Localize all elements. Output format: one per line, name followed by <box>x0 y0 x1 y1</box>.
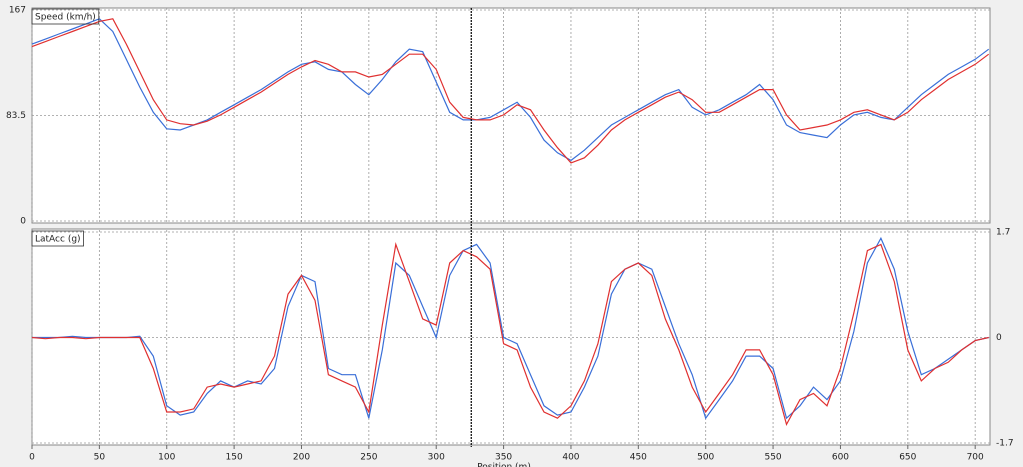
y-tick-label: 0 <box>20 217 26 227</box>
panel-title: LatAcc (g) <box>35 235 81 245</box>
x-tick-label: 450 <box>630 453 647 463</box>
x-tick-label: 100 <box>158 453 175 463</box>
y-tick-label: 167 <box>9 6 26 16</box>
y-tick-label: 83.5 <box>6 111 26 121</box>
x-tick-label: 550 <box>764 453 781 463</box>
x-tick-label: 50 <box>94 453 106 463</box>
x-tick-label: 500 <box>697 453 714 463</box>
x-tick-label: 600 <box>832 453 849 463</box>
panel-title: Speed (km/h) <box>35 13 96 23</box>
x-tick-label: 350 <box>495 453 512 463</box>
panel-title-box <box>31 8 100 25</box>
y-tick-label: 0 <box>996 333 1002 343</box>
x-tick-label: 400 <box>562 453 579 463</box>
series-line <box>32 236 989 420</box>
x-tick-label: 300 <box>428 453 445 463</box>
x-tick-label: 150 <box>226 453 243 463</box>
y-tick-label: -1.7 <box>996 439 1014 449</box>
x-tick-label: 200 <box>293 453 310 463</box>
panel-title-box <box>31 230 84 247</box>
x-axis-label: Position (m) <box>477 463 531 467</box>
x-tick-label: 700 <box>967 453 984 463</box>
x-tick-label: 250 <box>360 453 377 463</box>
x-tick-label: 0 <box>29 453 35 463</box>
series-line <box>31 18 990 162</box>
top-panel <box>31 7 991 224</box>
series-line <box>31 242 989 427</box>
x-tick-label: 650 <box>899 453 916 463</box>
y-tick-label: 1.7 <box>996 228 1010 238</box>
series-line <box>31 18 990 164</box>
